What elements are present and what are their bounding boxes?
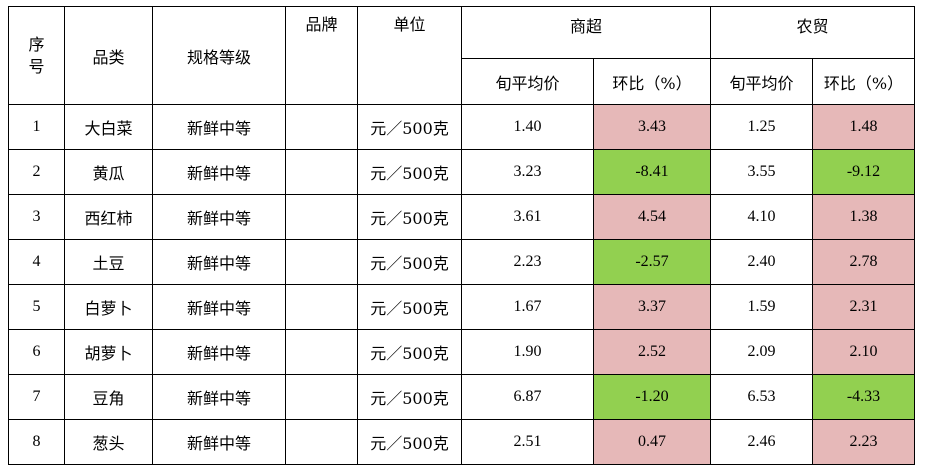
- cell-farmers-market-mom: 2.31: [812, 284, 915, 330]
- cell-seq: 8: [8, 419, 65, 465]
- cell-farmers-market-mom: -4.33: [812, 374, 915, 420]
- cell-supermarket-mom: 4.54: [593, 194, 711, 240]
- cell-unit: 元／500克: [357, 149, 462, 195]
- cell-farmers-market-mom: 1.48: [812, 104, 915, 150]
- cell-supermarket-avg-price: 3.61: [461, 194, 594, 240]
- table-row: 7 豆角 新鲜中等 元／500克 6.87 -1.20 6.53 -4.33: [8, 374, 915, 420]
- cell-supermarket-mom: -8.41: [593, 149, 711, 195]
- cell-seq: 1: [8, 104, 65, 150]
- cell-brand: [285, 239, 358, 285]
- header-farmers-market-mom: 环比（%）: [812, 58, 915, 105]
- cell-seq: 2: [8, 149, 65, 195]
- cell-unit: 元／500克: [357, 419, 462, 465]
- cell-farmers-market-mom: 2.10: [812, 329, 915, 375]
- cell-farmers-market-mom: 2.23: [812, 419, 915, 465]
- cell-category: 黄瓜: [64, 149, 153, 195]
- table-row: 8 葱头 新鲜中等 元／500克 2.51 0.47 2.46 2.23: [8, 419, 915, 465]
- cell-spec: 新鲜中等: [152, 239, 286, 285]
- cell-category: 土豆: [64, 239, 153, 285]
- cell-supermarket-avg-price: 6.87: [461, 374, 594, 420]
- cell-category: 白萝卜: [64, 284, 153, 330]
- cell-supermarket-mom: -1.20: [593, 374, 711, 420]
- cell-seq: 4: [8, 239, 65, 285]
- header-brand: 品牌: [285, 6, 358, 105]
- header-supermarket-mom: 环比（%）: [593, 58, 711, 105]
- header-row-top: 序 号 品类 规格等级 品牌 单位 商超 农贸: [8, 6, 915, 105]
- cell-brand: [285, 194, 358, 240]
- cell-spec: 新鲜中等: [152, 149, 286, 195]
- cell-farmers-market-avg-price: 3.55: [710, 149, 813, 195]
- cell-category: 葱头: [64, 419, 153, 465]
- cell-seq: 5: [8, 284, 65, 330]
- cell-spec: 新鲜中等: [152, 104, 286, 150]
- header-farmers-market: 农贸: [710, 6, 915, 59]
- cell-spec: 新鲜中等: [152, 374, 286, 420]
- cell-category: 胡萝卜: [64, 329, 153, 375]
- cell-unit: 元／500克: [357, 284, 462, 330]
- cell-supermarket-mom: 3.43: [593, 104, 711, 150]
- cell-seq: 7: [8, 374, 65, 420]
- table-row: 6 胡萝卜 新鲜中等 元／500克 1.90 2.52 2.09 2.10: [8, 329, 915, 375]
- cell-brand: [285, 329, 358, 375]
- cell-brand: [285, 149, 358, 195]
- cell-spec: 新鲜中等: [152, 284, 286, 330]
- header-category: 品类: [64, 6, 153, 105]
- header-spec: 规格等级: [152, 6, 286, 105]
- cell-unit: 元／500克: [357, 329, 462, 375]
- cell-farmers-market-avg-price: 4.10: [710, 194, 813, 240]
- cell-supermarket-mom: -2.57: [593, 239, 711, 285]
- cell-category: 西红柿: [64, 194, 153, 240]
- table-row: 3 西红柿 新鲜中等 元／500克 3.61 4.54 4.10 1.38: [8, 194, 915, 240]
- cell-spec: 新鲜中等: [152, 419, 286, 465]
- cell-category: 大白菜: [64, 104, 153, 150]
- header-seq-char2: 号: [28, 56, 45, 76]
- cell-supermarket-mom: 0.47: [593, 419, 711, 465]
- table-row: 5 白萝卜 新鲜中等 元／500克 1.67 3.37 1.59 2.31: [8, 284, 915, 330]
- cell-brand: [285, 284, 358, 330]
- header-row-bottom: 旬平均价 环比（%） 旬平均价 环比（%）: [9, 58, 915, 105]
- table-row: 1 大白菜 新鲜中等 元／500克 1.40 3.43 1.25 1.48: [8, 104, 915, 150]
- cell-farmers-market-mom: 2.78: [812, 239, 915, 285]
- cell-unit: 元／500克: [357, 194, 462, 240]
- cell-spec: 新鲜中等: [152, 194, 286, 240]
- cell-unit: 元／500克: [357, 374, 462, 420]
- cell-supermarket-avg-price: 1.67: [461, 284, 594, 330]
- cell-supermarket-avg-price: 3.23: [461, 149, 594, 195]
- cell-supermarket-avg-price: 2.51: [461, 419, 594, 465]
- header-seq: 序 号: [8, 6, 65, 105]
- cell-farmers-market-avg-price: 6.53: [710, 374, 813, 420]
- cell-brand: [285, 374, 358, 420]
- cell-farmers-market-avg-price: 2.40: [710, 239, 813, 285]
- header-supermarket: 商超: [461, 6, 711, 59]
- cell-supermarket-avg-price: 1.90: [461, 329, 594, 375]
- cell-unit: 元／500克: [357, 239, 462, 285]
- cell-supermarket-avg-price: 2.23: [461, 239, 594, 285]
- cell-farmers-market-avg-price: 2.09: [710, 329, 813, 375]
- cell-spec: 新鲜中等: [152, 329, 286, 375]
- cell-brand: [285, 419, 358, 465]
- cell-farmers-market-mom: -9.12: [812, 149, 915, 195]
- cell-category: 豆角: [64, 374, 153, 420]
- cell-unit: 元／500克: [357, 104, 462, 150]
- header-farmers-market-avg-price: 旬平均价: [710, 58, 813, 105]
- header-unit: 单位: [357, 6, 462, 105]
- table-body: 1 大白菜 新鲜中等 元／500克 1.40 3.43 1.25 1.48 2 黄瓜 新鲜中等 元／5…: [8, 104, 915, 465]
- cell-brand: [285, 104, 358, 150]
- table-row: 2 黄瓜 新鲜中等 元／500克 3.23 -8.41 3.55 -9.12: [8, 149, 915, 195]
- cell-seq: 6: [8, 329, 65, 375]
- cell-farmers-market-avg-price: 1.59: [710, 284, 813, 330]
- header-seq-char1: 序: [28, 34, 45, 54]
- cell-seq: 3: [8, 194, 65, 240]
- cell-supermarket-mom: 3.37: [593, 284, 711, 330]
- cell-farmers-market-mom: 1.38: [812, 194, 915, 240]
- table-row: 4 土豆 新鲜中等 元／500克 2.23 -2.57 2.40 2.78: [8, 239, 915, 285]
- cell-farmers-market-avg-price: 2.46: [710, 419, 813, 465]
- cell-supermarket-avg-price: 1.40: [461, 104, 594, 150]
- cell-farmers-market-avg-price: 1.25: [710, 104, 813, 150]
- header-supermarket-avg-price: 旬平均价: [461, 58, 594, 105]
- cell-supermarket-mom: 2.52: [593, 329, 711, 375]
- vegetable-price-table: 序 号 品类 规格等级 品牌 单位 商超 农贸 旬平均价 环比（%） 旬平均价 …: [8, 6, 915, 465]
